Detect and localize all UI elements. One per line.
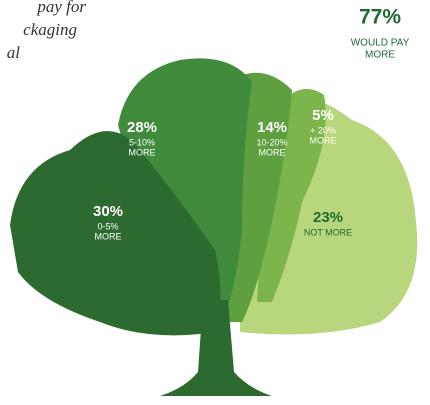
category-label: MORE	[310, 135, 337, 145]
total-value: 77%	[359, 6, 401, 29]
tree-segment	[10, 131, 221, 336]
category-label: NOT MORE	[304, 227, 352, 237]
tree-segment	[118, 58, 252, 322]
total-label: WOULD PAY	[351, 38, 410, 49]
category-label: + 20%	[310, 125, 336, 135]
tree-segment	[257, 88, 326, 302]
value-label: 23%	[313, 209, 343, 226]
value-label: 14%	[257, 119, 287, 136]
category-label: MORE	[259, 147, 286, 157]
value-label: 30%	[93, 203, 123, 220]
value-label: 5%	[312, 107, 334, 124]
category-label: MORE	[95, 231, 122, 241]
total-label: MORE	[365, 50, 395, 61]
intro-text: ckaging	[23, 20, 77, 39]
tree-trunk	[160, 300, 272, 396]
intro-text: al	[7, 43, 21, 62]
category-label: 10-20%	[256, 137, 287, 147]
category-label: 0-5%	[97, 221, 118, 231]
category-label: 5-10%	[129, 137, 155, 147]
intro-text: pay for	[36, 0, 86, 16]
value-label: 28%	[127, 119, 157, 136]
category-label: MORE	[129, 147, 156, 157]
